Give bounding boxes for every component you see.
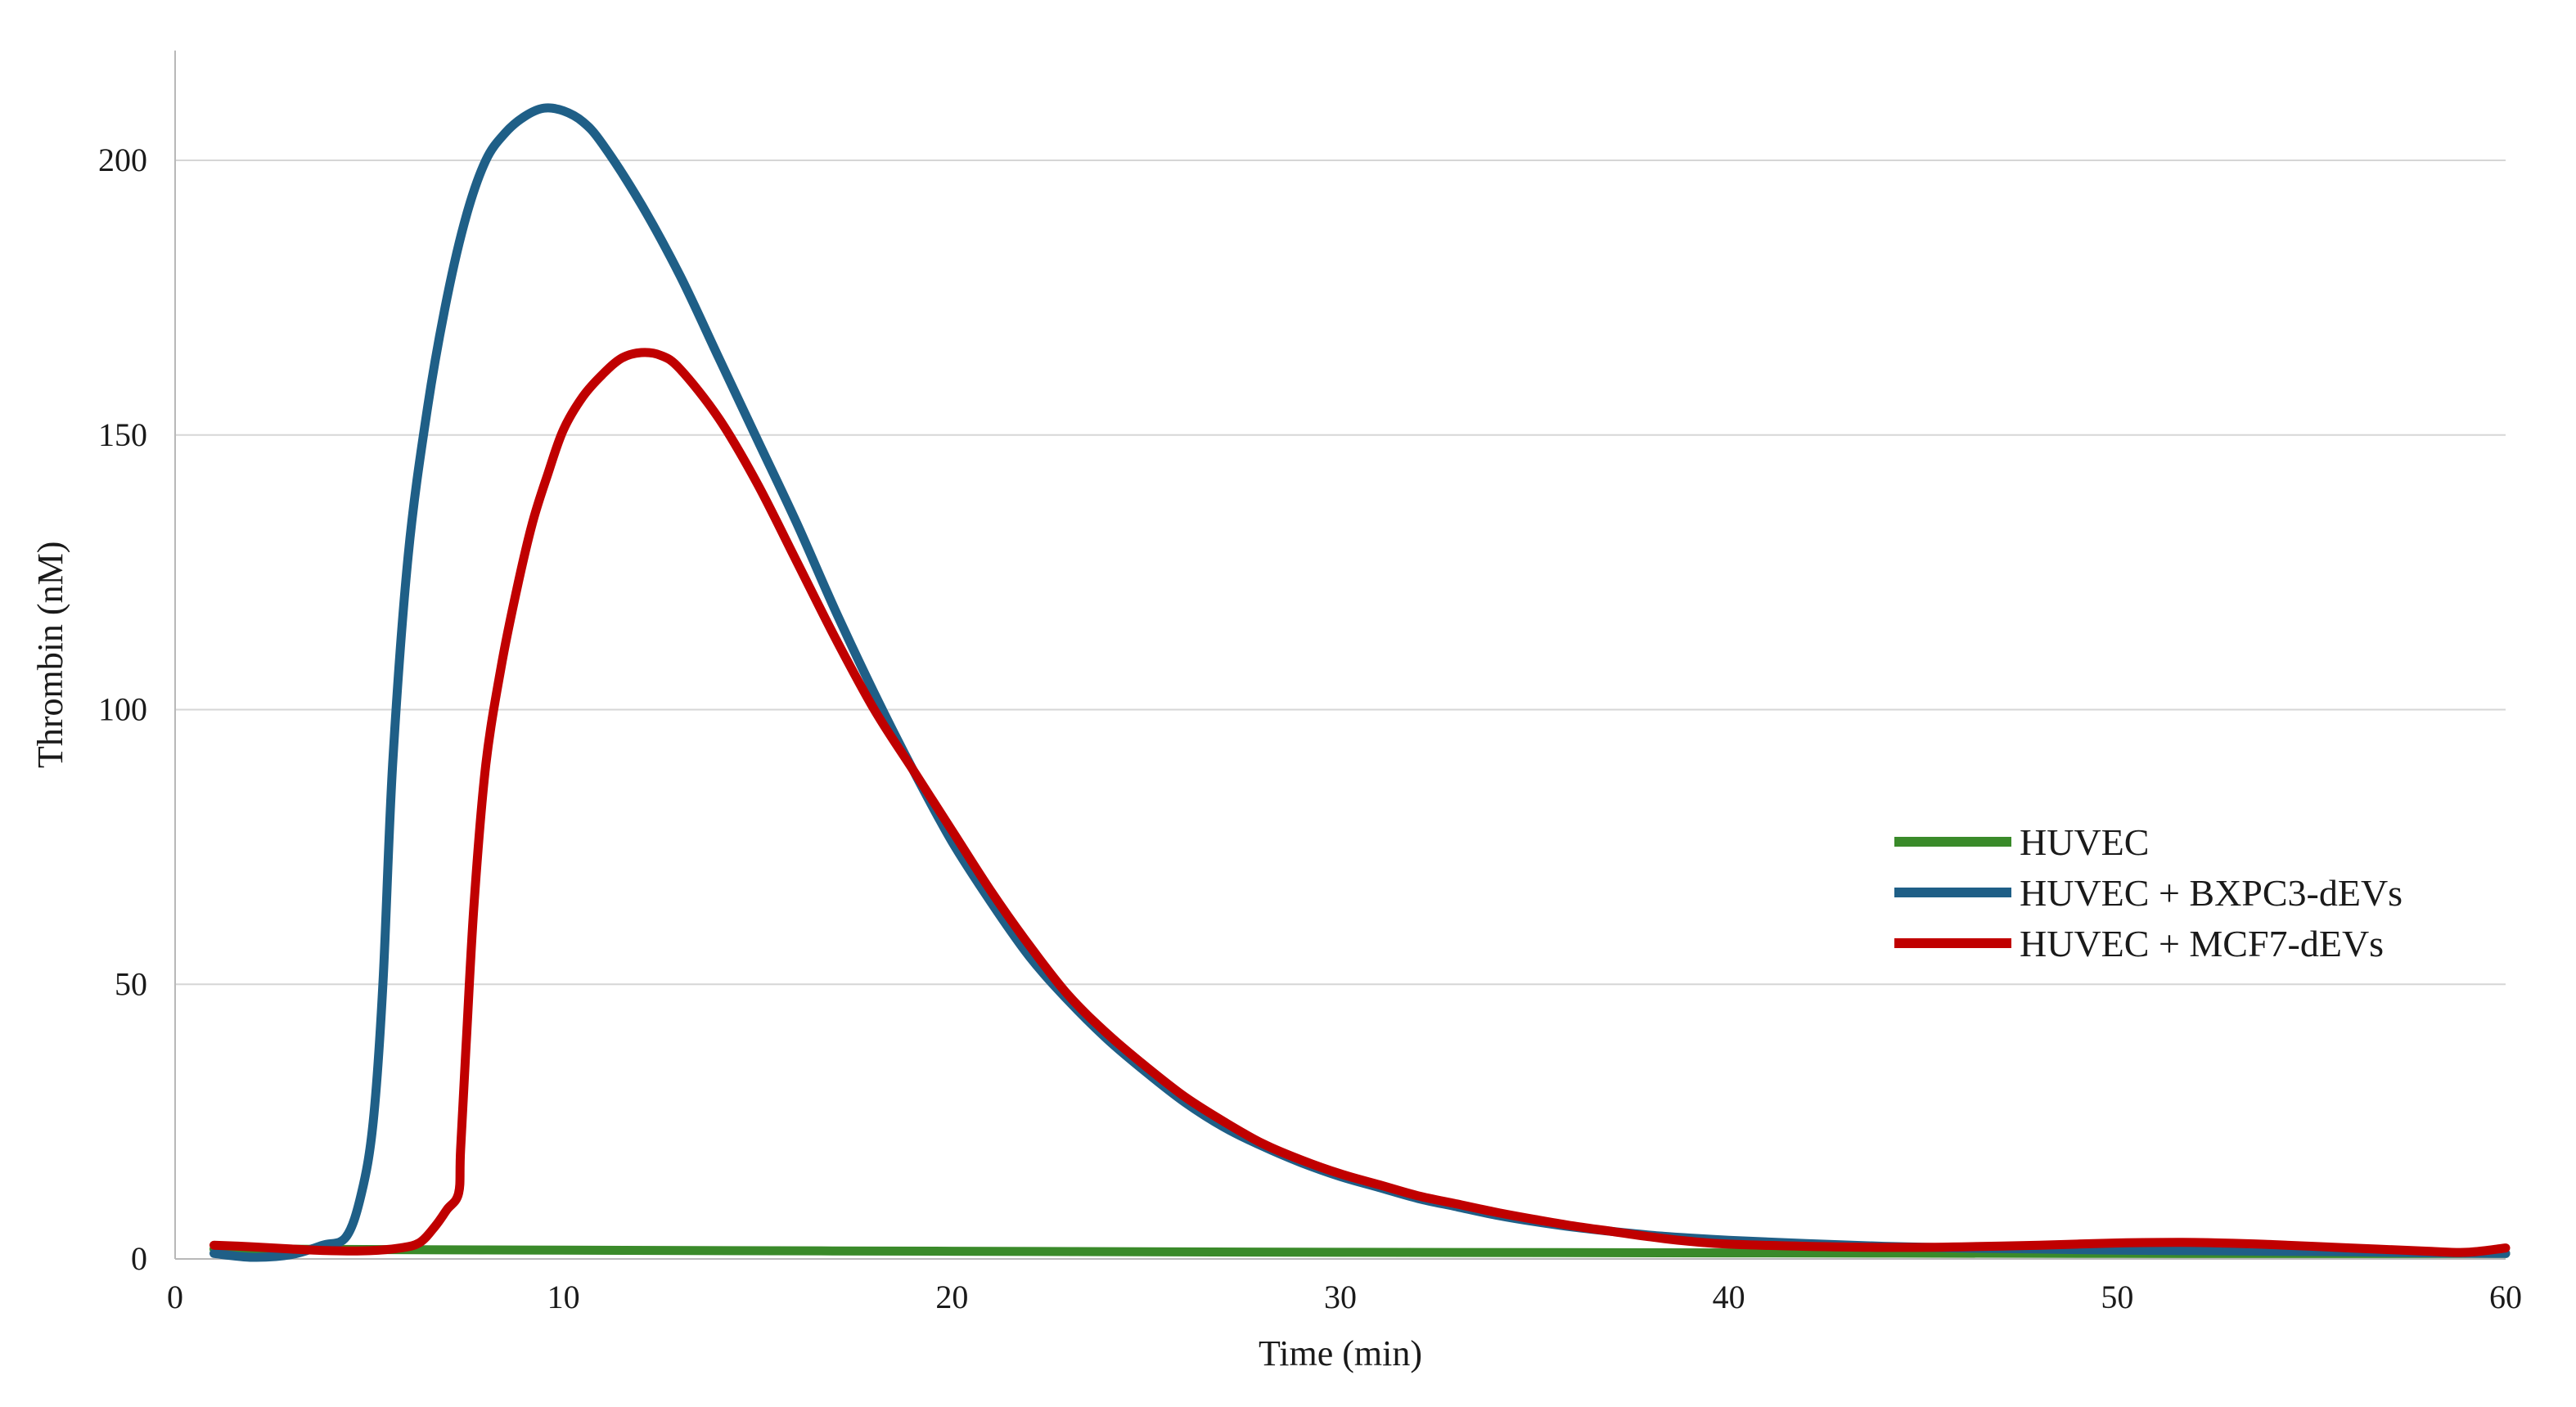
- x-tick-label-10: 10: [547, 1279, 580, 1315]
- x-tick-label-30: 30: [1324, 1279, 1357, 1315]
- legend-label-huvec: HUVEC: [2020, 821, 2149, 863]
- legend: HUVEC HUVEC + BXPC3-dEVs HUVEC + MCF7-dE…: [1894, 821, 2403, 964]
- y-tick-label-50: 50: [115, 965, 147, 1002]
- x-tick-label-60: 60: [2489, 1279, 2522, 1315]
- y-tick-label-0: 0: [131, 1240, 147, 1277]
- series-line-huvec-bxpc3-devs: [209, 103, 2511, 1262]
- x-tick-labels: 0 10 20 30 40 50 60: [167, 1279, 2522, 1315]
- x-tick-label-20: 20: [935, 1279, 968, 1315]
- x-tick-label-0: 0: [167, 1279, 183, 1315]
- y-tick-labels: 0 50 100 150 200: [98, 142, 147, 1277]
- series-line-huvec-mcf7-devs: [209, 348, 2511, 1257]
- y-tick-label-100: 100: [98, 691, 147, 728]
- axes: [174, 50, 2506, 1260]
- y-tick-label-150: 150: [98, 416, 147, 453]
- y-tick-label-200: 200: [98, 142, 147, 178]
- legend-label-bxpc3: HUVEC + BXPC3-dEVs: [2020, 872, 2403, 914]
- x-tick-label-40: 40: [1713, 1279, 1745, 1315]
- x-axis-label: Time (min): [1259, 1333, 1422, 1373]
- x-tick-label-50: 50: [2101, 1279, 2133, 1315]
- y-axis-label: Thrombin (nM): [30, 542, 70, 768]
- series-lines: [209, 103, 2511, 1262]
- legend-label-mcf7: HUVEC + MCF7-dEVs: [2020, 923, 2384, 964]
